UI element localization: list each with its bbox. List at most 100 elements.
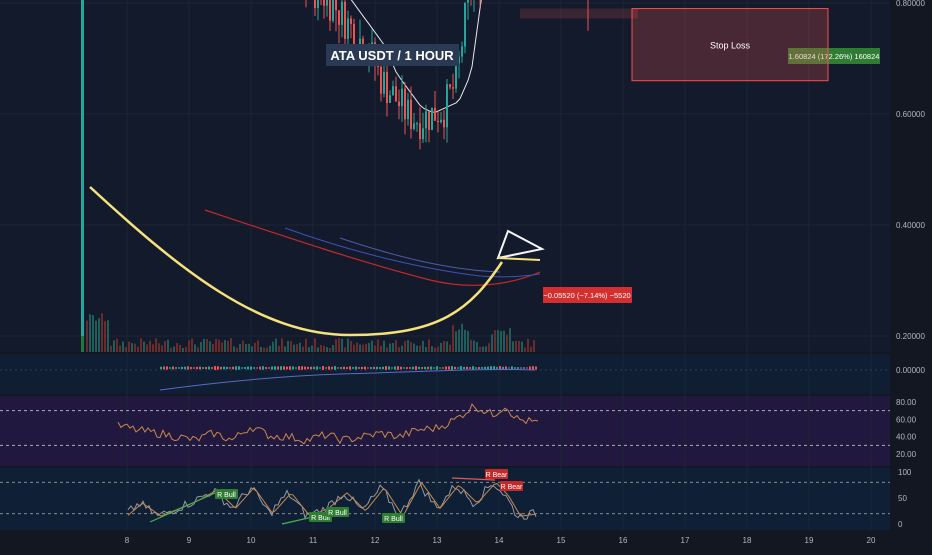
- candle-body: [398, 101, 400, 107]
- osc-bar: [508, 367, 510, 369]
- signal-badge: [500, 481, 523, 491]
- osc-bar: [532, 366, 534, 370]
- volume-bar: [197, 347, 199, 352]
- osc-bar: [535, 366, 537, 370]
- osc-bar: [196, 366, 198, 370]
- rsi-tick-label: 20.00: [896, 450, 917, 459]
- osc-bar: [319, 367, 321, 369]
- osc-bar: [436, 366, 438, 370]
- volume-bar: [140, 338, 142, 352]
- volume-bar: [185, 346, 187, 352]
- volume-bar: [371, 340, 373, 352]
- volume-bar: [215, 338, 217, 352]
- triangle-base: [497, 257, 541, 261]
- volume-bar: [101, 313, 103, 352]
- volume-bar: [404, 341, 406, 352]
- volume-bar: [500, 330, 502, 352]
- time-tick-label: 11: [309, 536, 318, 545]
- volume-bar: [179, 345, 181, 352]
- volume-bar: [251, 346, 253, 352]
- ma-red: [204, 209, 541, 286]
- volume-bar: [341, 338, 343, 352]
- volume-bar: [509, 328, 511, 352]
- volume-bar: [320, 344, 322, 352]
- volume-bar: [323, 345, 325, 352]
- osc-bar: [286, 366, 288, 370]
- signal-label: R Bear: [486, 472, 508, 479]
- volume-bar: [119, 345, 121, 352]
- measure-down-label: −0.05520 (−7.14%) −5520: [543, 291, 630, 300]
- rsi-tick-label: 80.00: [896, 398, 917, 407]
- osc-bar: [361, 366, 363, 370]
- osc-bar: [379, 367, 381, 369]
- volume-bar: [431, 346, 433, 352]
- volume-bar: [506, 334, 508, 352]
- volume-bar: [350, 340, 352, 352]
- volume-bar: [104, 321, 106, 352]
- osc-bar: [187, 366, 189, 370]
- volume-bar: [377, 339, 379, 352]
- volume-bar: [89, 314, 91, 352]
- time-tick-label: 18: [743, 536, 752, 545]
- triangle-pattern: [496, 229, 545, 260]
- osc-bar: [232, 366, 234, 370]
- volume-bar: [128, 341, 130, 352]
- volume-bar: [293, 344, 295, 352]
- volume-bar: [365, 343, 367, 352]
- osc-bar: [502, 366, 504, 370]
- osc-bar: [256, 367, 258, 369]
- osc-bar: [295, 367, 297, 369]
- osc-bar: [229, 367, 231, 369]
- osc-bar: [313, 366, 315, 370]
- candle-body: [461, 46, 463, 57]
- osc-bar: [445, 366, 447, 370]
- osc-line: [159, 368, 536, 391]
- candle-body: [332, 0, 334, 21]
- osc-bar: [460, 366, 462, 370]
- signal-badge: [215, 489, 238, 499]
- osc-bar: [340, 367, 342, 369]
- candle-body: [443, 119, 445, 128]
- candle-body: [386, 71, 388, 103]
- osc-bar: [385, 366, 387, 370]
- osc-bar: [373, 366, 375, 370]
- volume-bar: [239, 344, 241, 352]
- osc-bar: [235, 366, 237, 370]
- chart-title-box: [326, 44, 459, 66]
- volume-bar: [116, 338, 118, 352]
- osc-bar: [517, 367, 519, 369]
- volume-bar: [107, 320, 109, 352]
- volume-bar: [392, 343, 394, 352]
- volume-bar: [455, 331, 457, 352]
- candle-body: [404, 88, 406, 120]
- candle-body: [338, 10, 340, 25]
- candle-body: [350, 18, 352, 24]
- osc-tick-label: 0.00000: [896, 366, 925, 375]
- horizontal-gridlines: [0, 0, 890, 336]
- candle-body: [440, 119, 442, 123]
- candle-body: [455, 63, 457, 89]
- osc-bar: [358, 367, 360, 369]
- volume-bar: [218, 339, 220, 352]
- divergence-bull: [149, 492, 216, 523]
- osc-bar: [475, 367, 477, 369]
- osc-bar: [421, 367, 423, 369]
- osc-bar: [472, 366, 474, 370]
- osc-bar: [493, 366, 495, 370]
- candle-body: [326, 0, 328, 6]
- measure-up-label: 1.60824 (172.26%) 160824: [789, 52, 880, 61]
- candle-body: [317, 0, 319, 9]
- volume-bar: [149, 340, 151, 352]
- volume-bar: [203, 338, 205, 352]
- osc-bar: [280, 366, 282, 370]
- volume-bar: [485, 346, 487, 352]
- volume-bar: [410, 342, 412, 352]
- volume-bar: [479, 346, 481, 352]
- osc-bar: [190, 367, 192, 369]
- osc-bar: [469, 367, 471, 369]
- time-tick-label: 17: [681, 536, 690, 545]
- volume-bar: [182, 347, 184, 352]
- candle-body: [341, 1, 343, 25]
